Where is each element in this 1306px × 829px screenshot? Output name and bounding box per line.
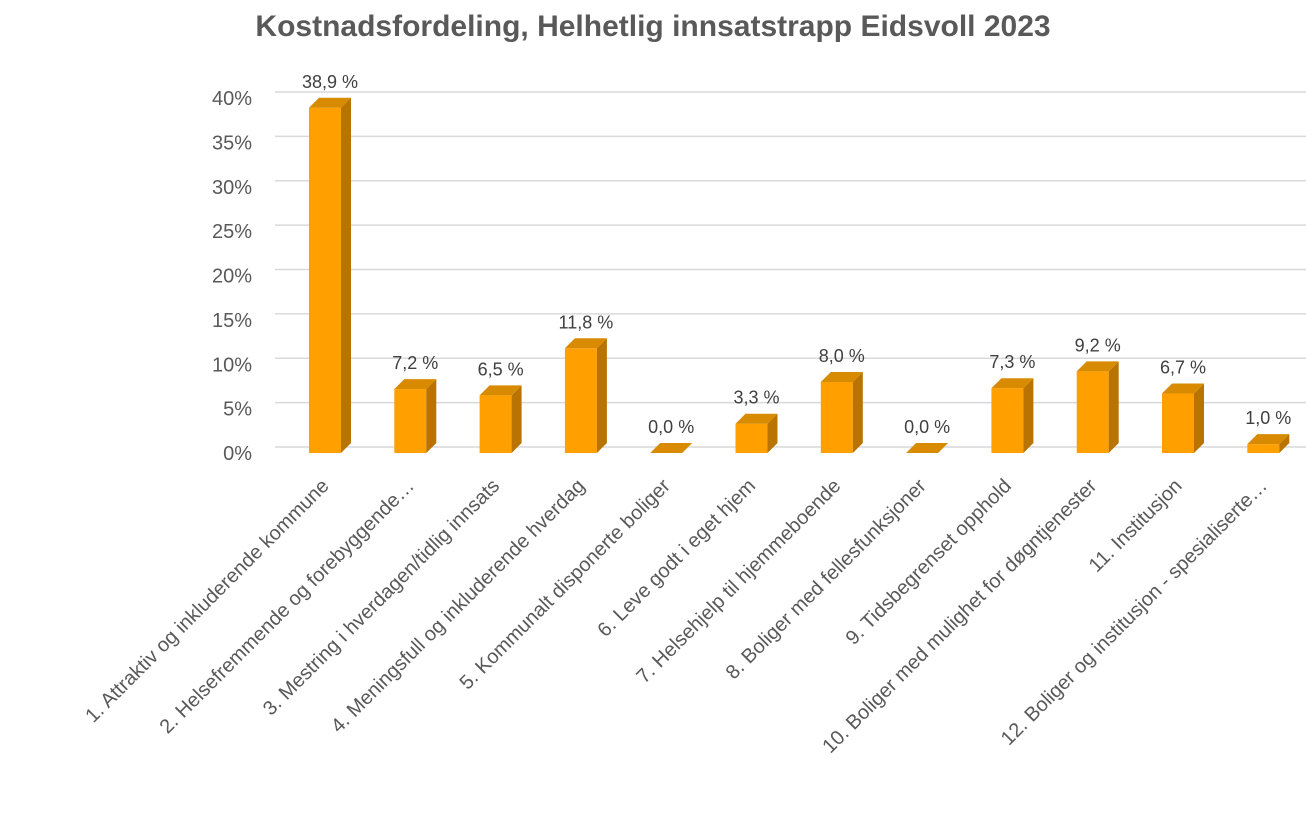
bar — [991, 388, 1024, 453]
data-label: 11,8 % — [559, 312, 614, 332]
bar — [309, 107, 341, 453]
data-label: 9,2 % — [1075, 335, 1121, 355]
y-tick-label: 5% — [223, 399, 252, 421]
bar-side — [1108, 361, 1119, 453]
bar-top — [479, 385, 522, 396]
x-tick-label: 6. Leve godt i eget hjem — [594, 475, 761, 642]
bar — [394, 389, 427, 453]
bar — [1076, 371, 1109, 453]
bar — [479, 395, 512, 453]
bar — [735, 423, 768, 453]
y-tick-label: 35% — [212, 132, 252, 154]
bar-side — [1279, 434, 1290, 453]
data-label: 0,0 % — [904, 417, 950, 437]
bar-top — [564, 338, 607, 349]
bar-top — [1247, 434, 1290, 445]
y-tick-label: 15% — [212, 310, 252, 332]
y-tick-label: 20% — [212, 266, 252, 288]
bar — [1162, 393, 1194, 453]
bar — [564, 348, 597, 453]
chart-title: Kostnadsfordeling, Helhetlig innsatstrap… — [255, 10, 1051, 43]
data-label: 6,5 % — [478, 359, 524, 379]
bar-side — [596, 338, 607, 453]
data-label: 38,9 % — [302, 72, 358, 92]
data-label: 7,2 % — [392, 353, 438, 373]
data-label: 0,0 % — [648, 417, 694, 437]
bar-side — [511, 385, 522, 453]
bar — [820, 382, 853, 453]
bar-top — [309, 97, 351, 108]
x-tick-label: 9. Tidsbegrenset opphold — [842, 475, 1016, 649]
data-label: 3,3 % — [733, 388, 779, 408]
data-label: 7,3 % — [989, 352, 1035, 372]
bar-side — [1194, 383, 1204, 453]
bar-top — [991, 378, 1034, 389]
bar-top — [906, 443, 949, 453]
y-tick-label: 30% — [212, 177, 252, 199]
bar-side — [852, 372, 863, 453]
bar-top — [394, 379, 437, 390]
bar-side — [426, 379, 437, 453]
bar-side — [1023, 378, 1034, 453]
bar-top — [1076, 361, 1119, 372]
bar-top — [735, 413, 778, 424]
y-tick-label: 40% — [212, 88, 252, 110]
bar-top — [1162, 383, 1204, 394]
y-tick-label: 0% — [223, 443, 252, 465]
data-label: 1,0 % — [1245, 408, 1291, 428]
bar — [1247, 444, 1280, 453]
bar-top — [650, 443, 693, 453]
data-label: 8,0 % — [819, 346, 865, 366]
bar-top — [820, 372, 863, 382]
bar-side — [767, 413, 778, 453]
y-tick-label: 10% — [212, 354, 252, 376]
data-label: 6,7 % — [1160, 358, 1206, 378]
bar-side — [341, 97, 351, 453]
y-tick-label: 25% — [212, 221, 252, 243]
